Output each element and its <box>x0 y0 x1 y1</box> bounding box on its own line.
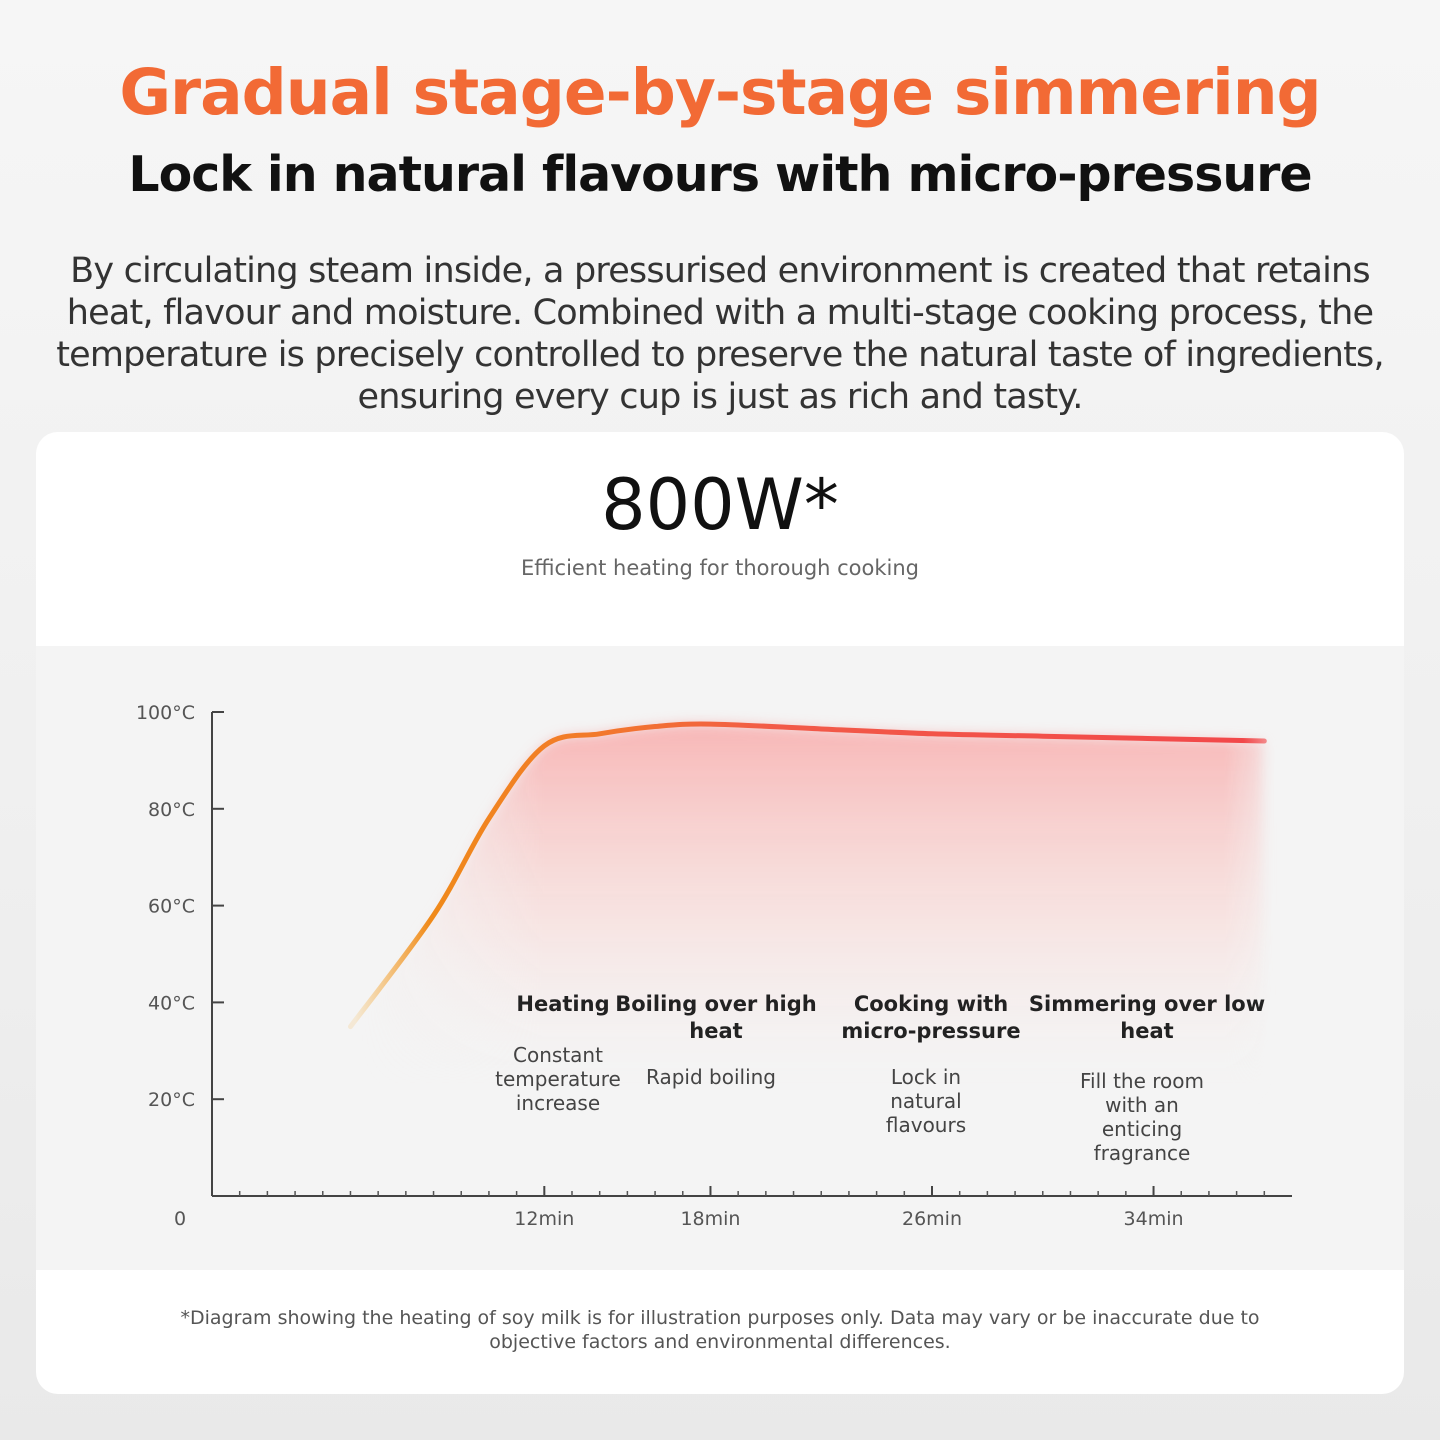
power-rating: 800W* <box>601 464 839 546</box>
x-axis-labels: 12min 18min 26min 34min <box>514 1208 1183 1230</box>
y-axis-labels: 0 20°C 40°C 60°C 80°C 100°C <box>136 702 195 1230</box>
y-tick-label: 100°C <box>136 702 195 724</box>
stage-title: Boiling over high heat <box>615 992 816 1043</box>
x-tick-label: 34min <box>1124 1208 1184 1230</box>
y-tick-label: 80°C <box>148 799 195 821</box>
footnote: *Diagram showing the heating of soy milk… <box>180 1307 1260 1353</box>
stage-annotations: Heating Constant temperature increaseBoilin… <box>495 992 1265 1165</box>
stage-title: Cooking with micro-pressure <box>841 992 1020 1043</box>
chart-axes <box>211 711 1292 1197</box>
subheadline: Lock in natural flavours with micro-pres… <box>128 146 1312 203</box>
x-tick-label: 18min <box>680 1208 740 1230</box>
stage-title: Heating <box>516 992 609 1016</box>
stage-title: Simmering over low heat <box>1029 992 1265 1043</box>
x-tick-label: 26min <box>902 1208 962 1230</box>
stage-description: Rapid boiling <box>646 1065 776 1089</box>
power-caption: Efficient heating for thorough cooking <box>520 556 920 580</box>
y-tick-label: 0 <box>174 1208 186 1230</box>
stage-description: Constant temperature increase <box>495 1043 621 1115</box>
temperature-curve <box>347 721 1267 1030</box>
headline: Gradual stage-by-stage simmering <box>119 56 1321 129</box>
y-tick-label: 40°C <box>148 992 195 1014</box>
stage-description: Lock in natural flavours <box>886 1065 966 1137</box>
y-tick-label: 60°C <box>148 896 195 918</box>
stage-description: Fill the room with an enticing fragrance <box>1080 1069 1204 1165</box>
intro-paragraph: By circulating steam inside, a pressuris… <box>56 251 1384 417</box>
y-tick-label: 20°C <box>148 1089 195 1111</box>
x-tick-label: 12min <box>514 1208 574 1230</box>
area-fill <box>350 724 1265 1110</box>
